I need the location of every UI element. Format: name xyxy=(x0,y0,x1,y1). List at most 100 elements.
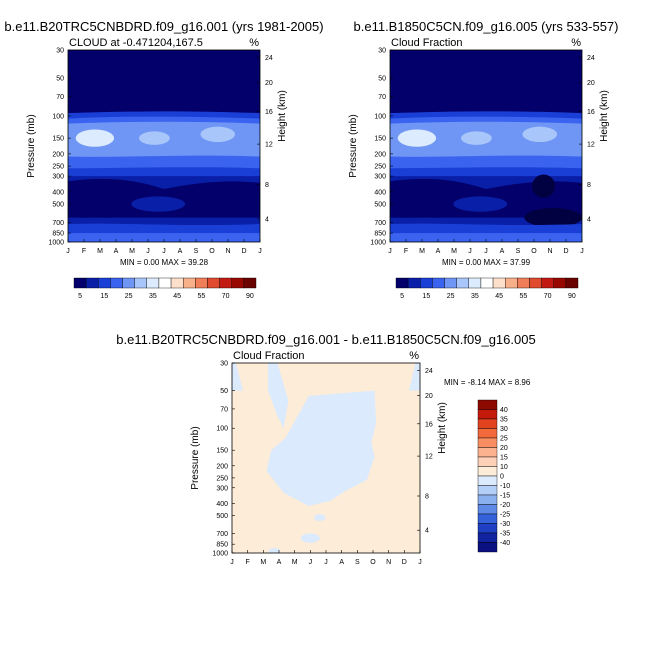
panel1-xtick-label: S xyxy=(194,248,199,255)
panel3-colorbar-box xyxy=(477,428,498,439)
panel3-field xyxy=(232,363,420,553)
panel2-ytick-label: 70 xyxy=(378,94,386,101)
panel2-xtick-label: J xyxy=(580,248,584,255)
panel1-colorbar-label: 15 xyxy=(100,293,108,300)
panel1-colorbar-label: 70 xyxy=(222,293,230,300)
panel1-field xyxy=(68,50,260,242)
panel3-xtick-label: S xyxy=(355,559,360,566)
panel2-ytick-right-label: 8 xyxy=(587,182,591,189)
panel3-ytick-right-label: 4 xyxy=(425,528,429,535)
panel2-xtick-label: J xyxy=(468,248,472,255)
panel2-colorbar-box xyxy=(529,277,542,289)
panel1-ytick-right-label: 24 xyxy=(265,55,273,62)
panel3-colorbar-box xyxy=(477,523,498,534)
panel2-subtitle: Cloud Fraction xyxy=(391,37,463,49)
panel3-colorbar-label: 0 xyxy=(500,474,504,481)
panel2-xtick-label: M xyxy=(451,248,457,255)
panel2-ytick-label: 30 xyxy=(378,48,386,55)
panel2-surface-cloud xyxy=(390,233,582,242)
panel1-xtick-label: A xyxy=(114,248,119,255)
panel1-xtick-label: J xyxy=(66,248,70,255)
panel2-colorbar-box xyxy=(492,277,506,289)
panel2-xtick-label: N xyxy=(547,248,552,255)
panel2-ytick-right-label: 4 xyxy=(587,216,591,223)
panel2-stratosphere xyxy=(390,50,582,114)
panel1-colorbar-label: 45 xyxy=(173,293,181,300)
panel1-ylabel: Pressure (mb) xyxy=(26,114,37,177)
panel2-title: b.e11.B1850C5CN.f09_g16.005 (yrs 533-557… xyxy=(354,19,619,34)
panel1-xtick-label: J xyxy=(162,248,166,255)
panel3-neg-patch-1 xyxy=(314,514,326,521)
panel3-colorbar-label: -25 xyxy=(500,512,510,519)
panel3-ytick-label: 400 xyxy=(216,501,228,508)
panel1-xtick-label: M xyxy=(97,248,103,255)
panel1-ytick-label: 150 xyxy=(52,136,64,143)
panel2-colorbar-box xyxy=(505,277,518,289)
panel1-ytick-label: 400 xyxy=(52,189,64,196)
panel2-colorbar-box xyxy=(468,277,482,289)
panel1-xtick-label: J xyxy=(258,248,262,255)
panel2-ytick-label: 100 xyxy=(374,113,386,120)
panel3-neg-patch-3 xyxy=(268,547,280,553)
panel2-colorbar-label: 45 xyxy=(495,293,503,300)
panel3-colorbar-label: 20 xyxy=(500,445,508,452)
panel3-neg-region-2 xyxy=(268,363,289,429)
panel3-ytick-right-label: 8 xyxy=(425,494,429,501)
panel2-ytick-label: 150 xyxy=(374,136,386,143)
panel1-max-core-2 xyxy=(139,131,170,145)
panel3-colorbar-label: -35 xyxy=(500,531,510,538)
panel1-mid-patch xyxy=(131,196,186,212)
panel1-colorbar-box xyxy=(122,277,135,289)
panel3-xtick-label: A xyxy=(277,559,282,566)
panel1-colorbar-label: 25 xyxy=(125,293,133,300)
panel3-colorbar-box xyxy=(477,504,498,515)
panel1-colorbar-label: 90 xyxy=(246,293,254,300)
panel1-colorbar-box xyxy=(85,277,99,289)
panel2-colorbar-box xyxy=(407,277,421,289)
panel1-ytick-right-label: 8 xyxy=(265,182,269,189)
panel1-stats: MIN = 0.00 MAX = 39.28 xyxy=(120,258,209,267)
panel3-colorbar-label: -15 xyxy=(500,493,510,500)
panel2-xtick-label: J xyxy=(484,248,488,255)
panel3-ytick-label: 150 xyxy=(216,448,228,455)
panel2-field xyxy=(390,50,582,242)
panel3-colorbar-box xyxy=(477,399,498,410)
panel2-colorbar-box xyxy=(541,277,554,289)
panel1-xtick-label: A xyxy=(178,248,183,255)
panel2-ytick-right-label: 12 xyxy=(587,142,595,149)
panel1-ytick-label: 30 xyxy=(56,48,64,55)
panel1-colorbar-box xyxy=(134,277,148,289)
panel3-xtick-label: F xyxy=(246,559,250,566)
panel2-colorbar-box xyxy=(517,277,530,289)
panel2-colorbar-label: 90 xyxy=(568,293,576,300)
panel1-ytick-label: 850 xyxy=(52,231,64,238)
panel1-ytick-right-label: 16 xyxy=(265,109,273,116)
panel2-xtick-label: M xyxy=(419,248,425,255)
panel3-colorbar-label: -40 xyxy=(500,540,510,547)
panel1-colorbar-label: 55 xyxy=(198,293,206,300)
panel2-ytick-label: 850 xyxy=(374,231,386,238)
panel1-ytick-label: 200 xyxy=(52,151,64,158)
panel3-colorbar-box xyxy=(477,475,498,486)
panel1-colorbar-box xyxy=(219,277,232,289)
panel1-colorbar-box xyxy=(146,277,160,289)
panel2-xtick-label: J xyxy=(388,248,392,255)
panel3-colorbar-label: 35 xyxy=(500,417,508,424)
panel2-colorbar-box xyxy=(432,277,445,289)
panel1-stratosphere xyxy=(68,50,260,114)
panel1-colorbar-box xyxy=(170,277,184,289)
panel3-colorbar-label: -10 xyxy=(500,483,510,490)
panel3-neg-region-4 xyxy=(266,390,377,506)
panel1-xtick-label: F xyxy=(82,248,86,255)
panel3-colorbar-box xyxy=(477,456,498,467)
panel3-colorbar-label: 10 xyxy=(500,464,508,471)
panel1-ytick-right-label: 12 xyxy=(265,142,273,149)
panel3-ylabel: Pressure (mb) xyxy=(190,426,201,489)
panel3-ytick-label: 70 xyxy=(220,406,228,413)
panel1-ytick-label: 1000 xyxy=(48,240,64,247)
panel3-ytick-label: 850 xyxy=(216,542,228,549)
panel2-ytick-label: 400 xyxy=(374,189,386,196)
panel1-ylabel-right: Height (km) xyxy=(277,90,288,142)
panel2-ytick-label: 50 xyxy=(378,75,386,82)
